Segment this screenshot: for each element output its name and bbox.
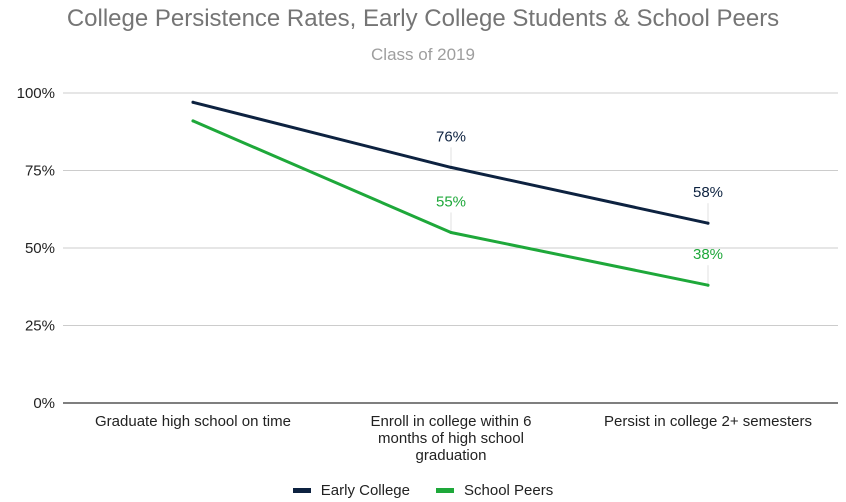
- y-tick-label: 100%: [17, 85, 55, 102]
- legend: Early College School Peers: [0, 482, 846, 499]
- x-tick-label: Graduate high school on time: [95, 413, 291, 430]
- y-tick-label: 75%: [25, 163, 55, 180]
- data-point: [706, 283, 710, 287]
- x-tick-label-line: Persist in college 2+ semesters: [604, 413, 812, 430]
- data-point: [449, 231, 453, 234]
- y-tick-label: 25%: [25, 318, 55, 335]
- legend-item-school-peers: School Peers: [436, 482, 553, 499]
- data-point: [449, 165, 453, 169]
- legend-item-early-college: Early College: [292, 482, 410, 499]
- data-label: 55%: [436, 194, 466, 211]
- x-tick-label-line: months of high school: [378, 430, 524, 447]
- legend-swatch-early-college: [292, 488, 311, 493]
- legend-label: School Peers: [464, 482, 554, 499]
- chart-title: College Persistence Rates, Early College…: [66, 5, 780, 32]
- chart-subtitle: Class of 2019: [371, 45, 475, 64]
- x-tick-label-line: graduation: [416, 447, 487, 464]
- x-tick-label: Persist in college 2+ semesters: [604, 413, 812, 430]
- legend-label: Early College: [320, 482, 410, 499]
- y-tick-label: 0%: [33, 395, 55, 412]
- data-point: [191, 100, 195, 104]
- y-tick-label: 50%: [25, 240, 55, 257]
- data-label: 58%: [693, 184, 723, 201]
- x-tick-label-line: Enroll in college within 6: [371, 413, 532, 430]
- x-tick-label-line: Graduate high school on time: [95, 413, 291, 430]
- data-label: 38%: [693, 246, 723, 263]
- x-tick-label: Enroll in college within 6 months of high…: [371, 413, 532, 464]
- data-point: [191, 119, 195, 123]
- legend-swatch-school-peers: [436, 488, 454, 493]
- data-label: 76%: [436, 128, 466, 145]
- data-point: [706, 221, 710, 225]
